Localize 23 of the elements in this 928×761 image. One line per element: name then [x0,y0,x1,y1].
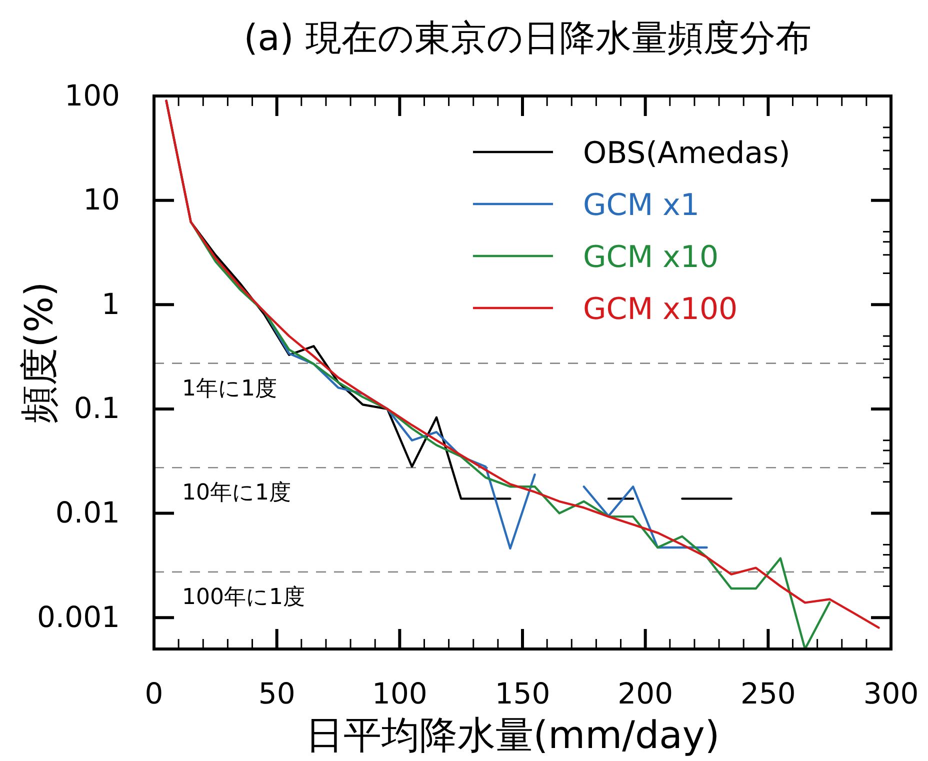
ref-line-label: 100年に1度 [182,584,305,610]
y-tick-label: 0.01 [55,496,120,530]
y-tick-label: 10 [83,182,120,217]
x-tick-label: 300 [863,676,919,711]
ref-line-label: 1年に1度 [182,376,277,402]
x-tick-label: 200 [618,676,674,711]
x-tick-label: 0 [144,676,164,711]
y-tick-label: 0.1 [74,391,120,426]
y-tick-label: 100 [64,78,120,112]
x-tick-label: 100 [372,676,428,711]
y-axis-title: 頻度(%) [17,282,61,424]
y-tick-label: 1 [102,286,120,321]
ref-line-label: 10年に1度 [182,480,291,506]
legend-label: GCM x1 [583,188,700,223]
x-tick-label: 150 [494,676,550,711]
x-axis-title: 日平均降水量(mm/day) [305,713,720,757]
y-tick-label: 0.001 [36,600,120,634]
chart-title: (a) 現在の東京の日降水量頻度分布 [244,18,812,59]
x-tick-label: 50 [258,676,296,711]
x-tick-label: 250 [740,676,796,711]
legend-label: GCM x100 [583,292,738,327]
legend-label: OBS(Amedas) [583,136,790,171]
legend-label: GCM x10 [583,240,719,275]
